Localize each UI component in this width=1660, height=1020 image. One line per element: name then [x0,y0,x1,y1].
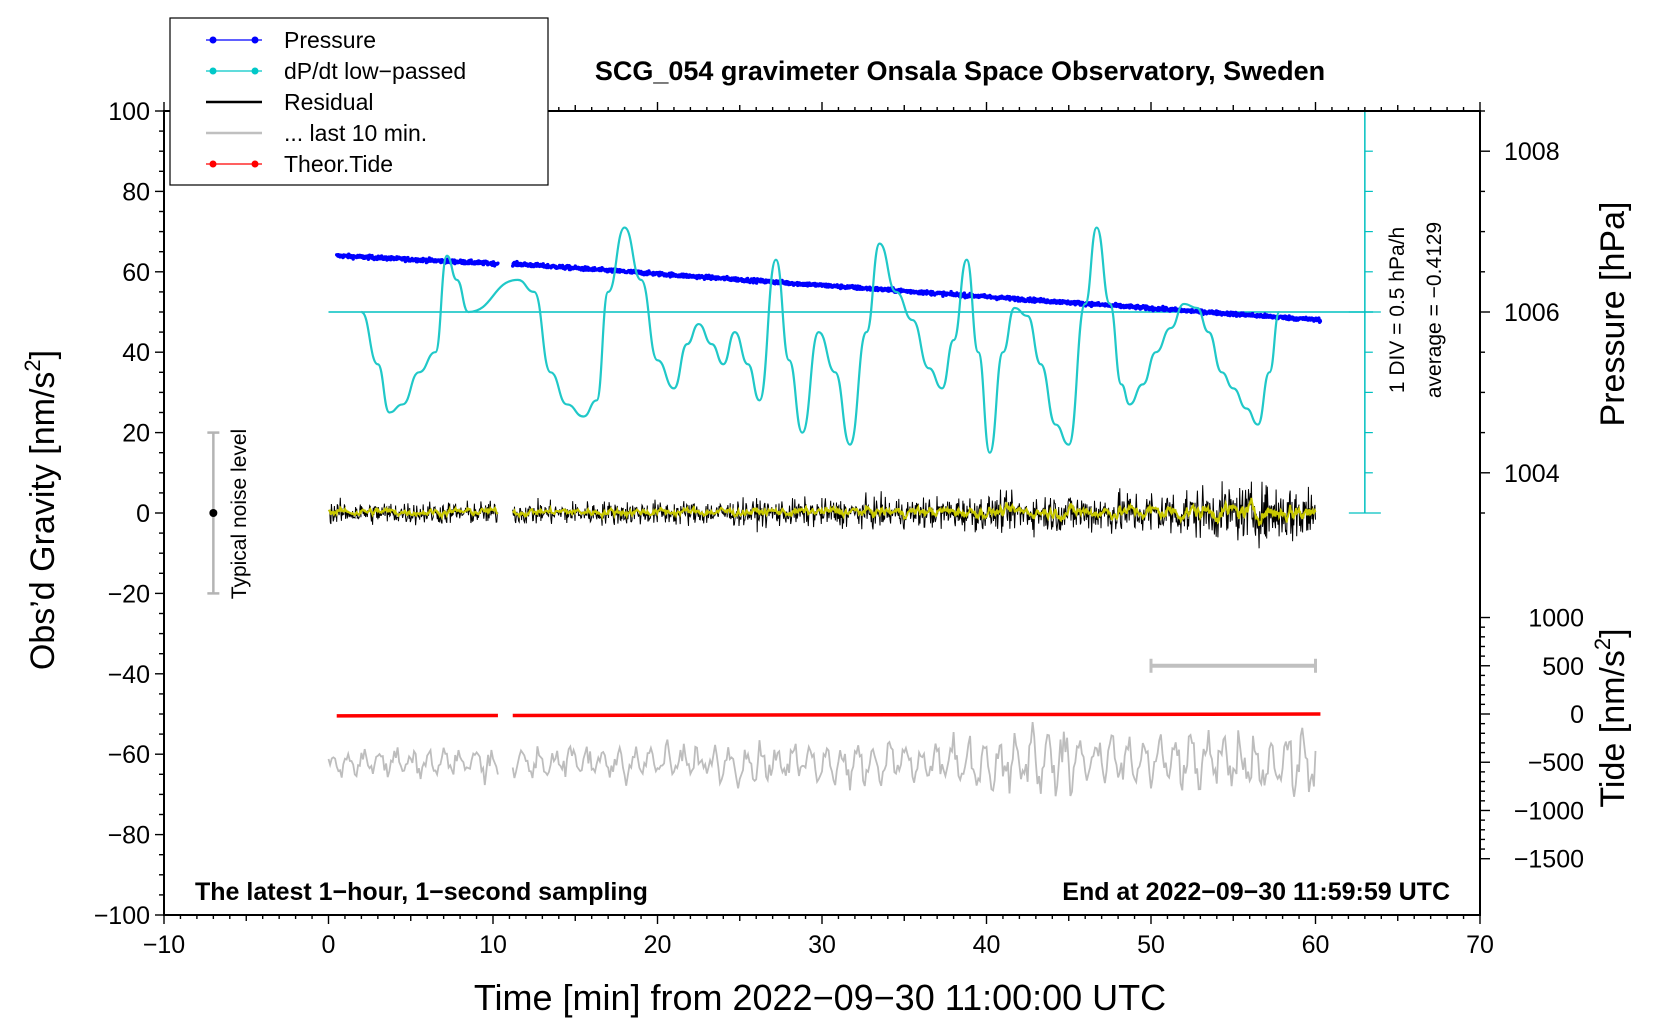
tide-tick-label: −1500 [1514,846,1584,874]
x-tick-label: 50 [1137,931,1165,959]
x-axis-label: Time [min] from 2022−09−30 11:00:00 UTC [474,977,1166,1018]
legend-swatch-marker [209,36,217,44]
y-axis-label: Obs’d Gravity [nm/s2] [20,350,62,670]
tide-axis-label-text: Tide [nm/s [1594,650,1632,807]
chart-title: SCG_054 gravimeter Onsala Space Observat… [595,56,1325,86]
x-tick-label: 60 [1302,931,1330,959]
axes-layer: −10 0 10 20 30 40 50 60 70−100−80−60−40−20020406… [94,98,1584,959]
legend-swatch-marker [251,36,259,44]
y-axis-label-sup: 2 [20,359,45,371]
x-tick-label: 20 [644,931,672,959]
legend-swatch-marker [209,160,217,168]
noise-bar-center [209,509,218,517]
y-tick-label: −40 [108,661,150,689]
noise-level-label: Typical noise level [228,429,251,599]
tide-axis-label-end: ] [1594,628,1632,637]
x-tick-label: −10 [143,931,185,959]
legend-label: Theor.Tide [284,151,393,177]
legend: Pressure dP/dt low−passed Residual ... last… [169,17,549,186]
y-axis-label-end: ] [24,350,62,359]
annotation-left: The latest 1−hour, 1−second sampling [195,878,648,906]
y-tick-label: 100 [108,98,150,126]
residual-smoothed-series [328,497,1317,526]
x-tick-label: 70 [1466,931,1494,959]
legend-swatch-marker [251,67,259,75]
pressure-tick-label: 1008 [1504,138,1560,166]
pressure-average-label: average = −0.4129 [1423,222,1446,398]
pressure-axis-label: Pressure [hPa] [1594,202,1632,427]
y-tick-label: −100 [94,902,150,930]
legend-label: Residual [284,89,374,115]
y-tick-label: 20 [122,420,150,448]
y-tick-label: −20 [108,580,150,608]
dpdt-series [360,226,1281,454]
tide-tick-label: −500 [1528,749,1584,777]
tide-tick-label: 500 [1542,653,1584,681]
x-tick-label: 0 [322,931,336,959]
legend-label: Pressure [284,27,376,53]
y-tick-label: −60 [108,741,150,769]
pressure-tick-label: 1006 [1504,299,1560,327]
tide-series-segment-2 [512,712,1321,718]
pressure-tick-label: 1004 [1504,460,1560,488]
series-layer [207,110,1381,797]
y-tick-label: 80 [122,178,150,206]
tide-axis-label-sup: 2 [1590,638,1615,650]
y-tick-label: 40 [122,339,150,367]
legend-label: dP/dt low−passed [284,58,466,84]
y-axis-label-text: Obs’d Gravity [nm/s [24,372,62,671]
y-tick-label: 60 [122,259,150,287]
tide-tick-label: 1000 [1528,605,1584,633]
legend-swatch-marker [209,67,217,75]
tide-tick-label: 0 [1570,701,1584,729]
legend-swatch-marker [251,160,259,168]
x-tick-label: 10 [479,931,507,959]
legend-label: ... last 10 min. [284,120,427,146]
pressure-scale-label: 1 DIV = 0.5 hPa/h [1386,227,1409,393]
y-tick-label: 0 [136,500,150,528]
tide-axis-label: Tide [nm/s2] [1590,628,1632,807]
x-tick-label: 40 [973,931,1001,959]
x-tick-label: 30 [808,931,836,959]
tide-tick-label: −1000 [1514,797,1584,825]
last-10-min-series [327,721,1317,797]
annotation-right: End at 2022−09−30 11:59:59 UTC [1062,878,1450,906]
y-tick-label: −80 [108,822,150,850]
